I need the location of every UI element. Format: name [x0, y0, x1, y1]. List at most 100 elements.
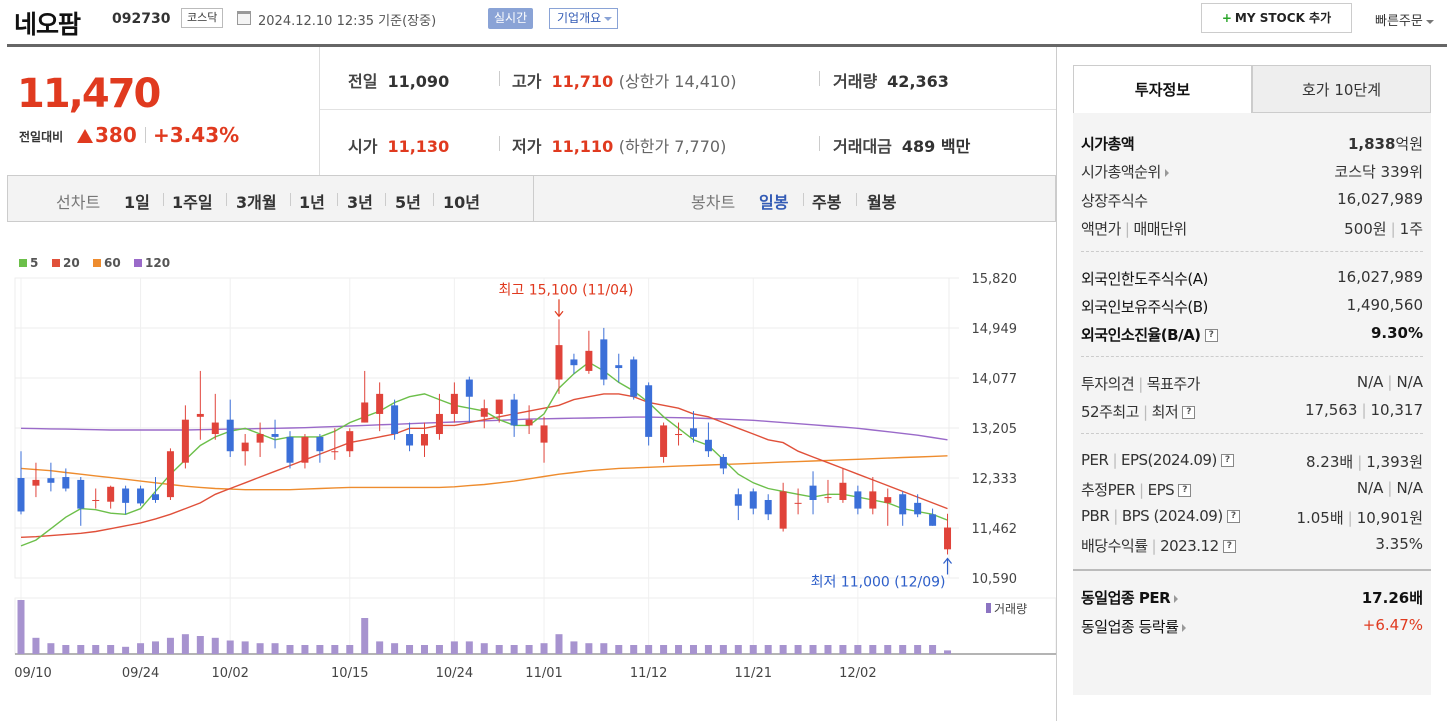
candle-body: [630, 359, 638, 397]
divider: [433, 193, 434, 206]
candle-chart-label: 봉차트: [691, 193, 736, 212]
sector-per-label[interactable]: 동일업종 PER: [1081, 587, 1179, 608]
help-icon[interactable]: ?: [1222, 540, 1236, 553]
target-value: N/A: [1396, 373, 1423, 391]
candle-body: [480, 408, 488, 417]
volume-bar: [137, 643, 145, 654]
stock-code: 092730: [112, 11, 171, 27]
period-1d[interactable]: 1일: [124, 193, 150, 212]
candle-body: [406, 434, 414, 446]
help-icon[interactable]: ?: [1182, 406, 1196, 419]
ma-legend-swatch-5: [19, 259, 27, 267]
candle-weekly[interactable]: 주봉: [812, 193, 842, 212]
divider: |: [1390, 220, 1396, 238]
candle: [211, 393, 219, 440]
up-triangle-icon: [77, 129, 93, 143]
candle: [660, 422, 668, 463]
volume-bar: [719, 645, 727, 654]
period-3m[interactable]: 3개월: [236, 193, 277, 212]
w52-values: 17,563 | 10,317: [1305, 401, 1423, 419]
volume-bar: [555, 634, 563, 654]
volume-bar: [839, 645, 847, 654]
tab-investment-info[interactable]: 투자정보: [1073, 65, 1252, 113]
period-1y[interactable]: 1년: [299, 193, 325, 212]
day-high-label: 고가: [512, 72, 542, 91]
candle: [480, 399, 488, 429]
candle: [615, 353, 623, 383]
candle: [794, 488, 802, 515]
candle: [764, 494, 772, 521]
candle: [645, 382, 653, 446]
candle-monthly[interactable]: 월봉: [867, 193, 897, 212]
market-badge: 코스닥: [181, 8, 224, 28]
divider: |: [1387, 479, 1393, 497]
per-label: PER: [1081, 451, 1109, 469]
candle-body: [600, 339, 608, 380]
candle: [122, 485, 130, 515]
x-tick-label: 09/24: [122, 666, 159, 681]
realtime-button[interactable]: 실시간: [488, 8, 534, 29]
shares-row: 상장주식수 16,027,989: [1081, 190, 1423, 216]
volume-bar: [525, 645, 533, 654]
rank-label-text: 시가총액순위: [1081, 163, 1161, 181]
ma-legend-label-120: 120: [145, 256, 170, 270]
est-eps-label: EPS: [1147, 481, 1175, 499]
quick-order-dropdown[interactable]: 빠른주문: [1375, 10, 1434, 29]
candle-body: [570, 359, 578, 366]
volume-bar: [495, 645, 503, 654]
est-per-row: 추정PER | EPS? N/A | N/A: [1081, 479, 1423, 505]
ma-legend-label-5: 5: [30, 256, 38, 270]
prev-close-value: 11,090: [387, 72, 450, 91]
period-1w[interactable]: 1주일: [172, 193, 213, 212]
volume-bar: [600, 643, 608, 654]
ma-legend-label-60: 60: [104, 256, 121, 270]
volume-bar: [331, 645, 339, 654]
period-3y[interactable]: 3년: [347, 193, 373, 212]
candle: [719, 454, 727, 475]
candle: [92, 488, 100, 509]
volume-bar: [435, 645, 443, 654]
tab-order-book[interactable]: 호가 10단계: [1252, 65, 1431, 113]
help-icon[interactable]: ?: [1226, 510, 1240, 523]
candle: [286, 431, 294, 469]
candle-daily[interactable]: 일봉: [759, 193, 789, 212]
divider: |: [1151, 537, 1157, 555]
opinion-labels: 투자의견 | 목표주가: [1081, 373, 1200, 394]
candle-body: [151, 494, 159, 500]
candle: [17, 451, 25, 515]
stock-header: 네오팜 092730 코스닥 2024.12.10 12:35 기준(장중) 실…: [0, 0, 1454, 44]
divider: |: [1347, 509, 1353, 527]
period-10y[interactable]: 10년: [443, 193, 480, 212]
y-tick-label: 12,333: [972, 472, 1018, 487]
help-icon[interactable]: ?: [1204, 329, 1218, 342]
candle-body: [689, 428, 697, 437]
candle: [361, 370, 369, 423]
volume-value: 42,363: [887, 72, 949, 91]
add-mystock-button[interactable]: + MY STOCK 추가: [1201, 3, 1352, 33]
candle-body: [734, 494, 742, 506]
volume-bar: [929, 645, 937, 654]
chart-svg: 5 20 60 120 15,82014,94914,07713,20512,3331…: [14, 256, 1057, 681]
dividend-row: 배당수익률 | 2023.12? 3.35%: [1081, 535, 1423, 561]
period-5y[interactable]: 5년: [395, 193, 421, 212]
candle: [540, 416, 548, 463]
chevron-right-icon: [1182, 623, 1187, 632]
help-icon[interactable]: ?: [1178, 484, 1192, 497]
volume-bar: [107, 645, 115, 654]
dividend-labels: 배당수익률 | 2023.12?: [1081, 535, 1236, 556]
candle: [525, 405, 533, 435]
change-percent: +3.43%: [153, 123, 240, 147]
foreign-ratio-label: 외국인소진율(B/A)?: [1081, 324, 1218, 345]
divider: |: [1124, 220, 1130, 238]
volume-legend-swatch: [986, 603, 991, 613]
market-cap: 1,838억원: [1348, 133, 1423, 154]
est-per-value: N/A: [1356, 479, 1384, 497]
sector-change-label[interactable]: 동일업종 등락률: [1081, 616, 1187, 637]
candle: [151, 477, 159, 503]
rank-label[interactable]: 시가총액순위: [1081, 161, 1169, 182]
company-overview-dropdown[interactable]: 기업개요: [549, 8, 619, 29]
candlestick-chart[interactable]: 5 20 60 120 15,820 14,949 14,077 13,205 12,333 1…: [7, 222, 1057, 721]
divider: |: [1357, 453, 1363, 471]
sector-per-row: 동일업종 PER 17.26배: [1081, 587, 1423, 613]
help-icon[interactable]: ?: [1220, 454, 1234, 467]
